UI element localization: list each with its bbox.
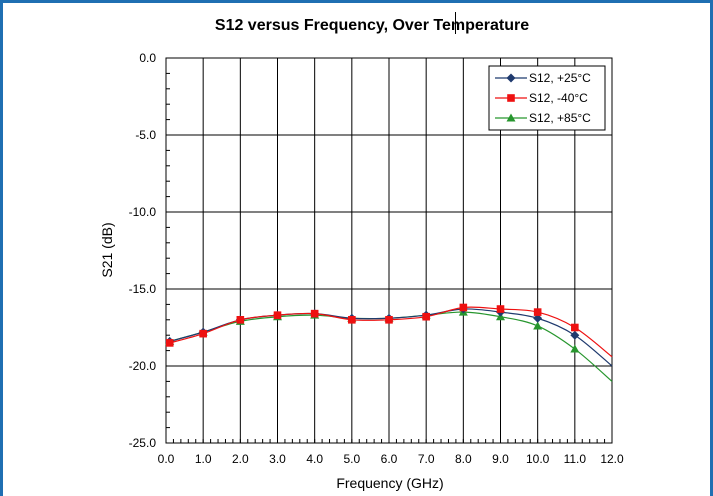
x-tick-label: 12.0 [600, 452, 624, 466]
legend-label: S12, -40°C [529, 91, 588, 105]
x-tick-label: 9.0 [492, 452, 509, 466]
y-tick-label: 0.0 [139, 51, 156, 65]
x-tick-label: 4.0 [306, 452, 323, 466]
data-point [570, 344, 580, 353]
x-tick-label: 10.0 [526, 452, 550, 466]
y-tick-label: -25.0 [129, 436, 157, 450]
data-point [459, 303, 468, 312]
data-point [533, 313, 543, 323]
y-tick-label: -10.0 [129, 205, 157, 219]
x-tick-label: 6.0 [381, 452, 398, 466]
x-tick-label: 2.0 [232, 452, 249, 466]
data-point [273, 311, 282, 319]
data-point [533, 321, 543, 330]
data-point [348, 316, 356, 324]
legend-label: S12, +85°C [529, 111, 591, 125]
data-point [236, 316, 245, 324]
x-tick-label: 5.0 [343, 452, 360, 466]
x-tick-label: 11.0 [564, 452, 587, 466]
text-cursor [455, 12, 456, 34]
chart-title: S12 versus Frequency, Over Temperature [215, 17, 529, 34]
x-tick-label: 8.0 [455, 452, 472, 466]
data-point [422, 312, 430, 321]
x-tick-label: 7.0 [418, 452, 435, 466]
x-tick-label: 0.0 [158, 452, 175, 466]
data-point [199, 329, 207, 338]
series-1 [165, 303, 613, 358]
legend-marker [506, 73, 516, 83]
x-axis-label: Frequency (GHz) [336, 475, 443, 491]
legend-label: S12, +25°C [529, 71, 591, 85]
y-axis-label: S21 (dB) [99, 222, 115, 277]
y-tick-label: -20.0 [129, 359, 157, 373]
legend-marker [506, 113, 516, 122]
data-point [496, 305, 505, 313]
legend-marker [507, 94, 515, 102]
x-tick-label: 1.0 [195, 452, 212, 466]
data-point [385, 316, 393, 324]
data-point [570, 330, 580, 340]
legend: S12, +25°C S12, -40°C S12, +85°C [488, 65, 606, 131]
y-tick-label: -5.0 [135, 128, 156, 142]
data-point [571, 323, 579, 332]
data-point [533, 308, 542, 316]
data-point [310, 309, 319, 318]
x-tick-label: 3.0 [269, 452, 286, 466]
y-tick-label: -15.0 [129, 282, 157, 296]
data-point [165, 339, 174, 347]
